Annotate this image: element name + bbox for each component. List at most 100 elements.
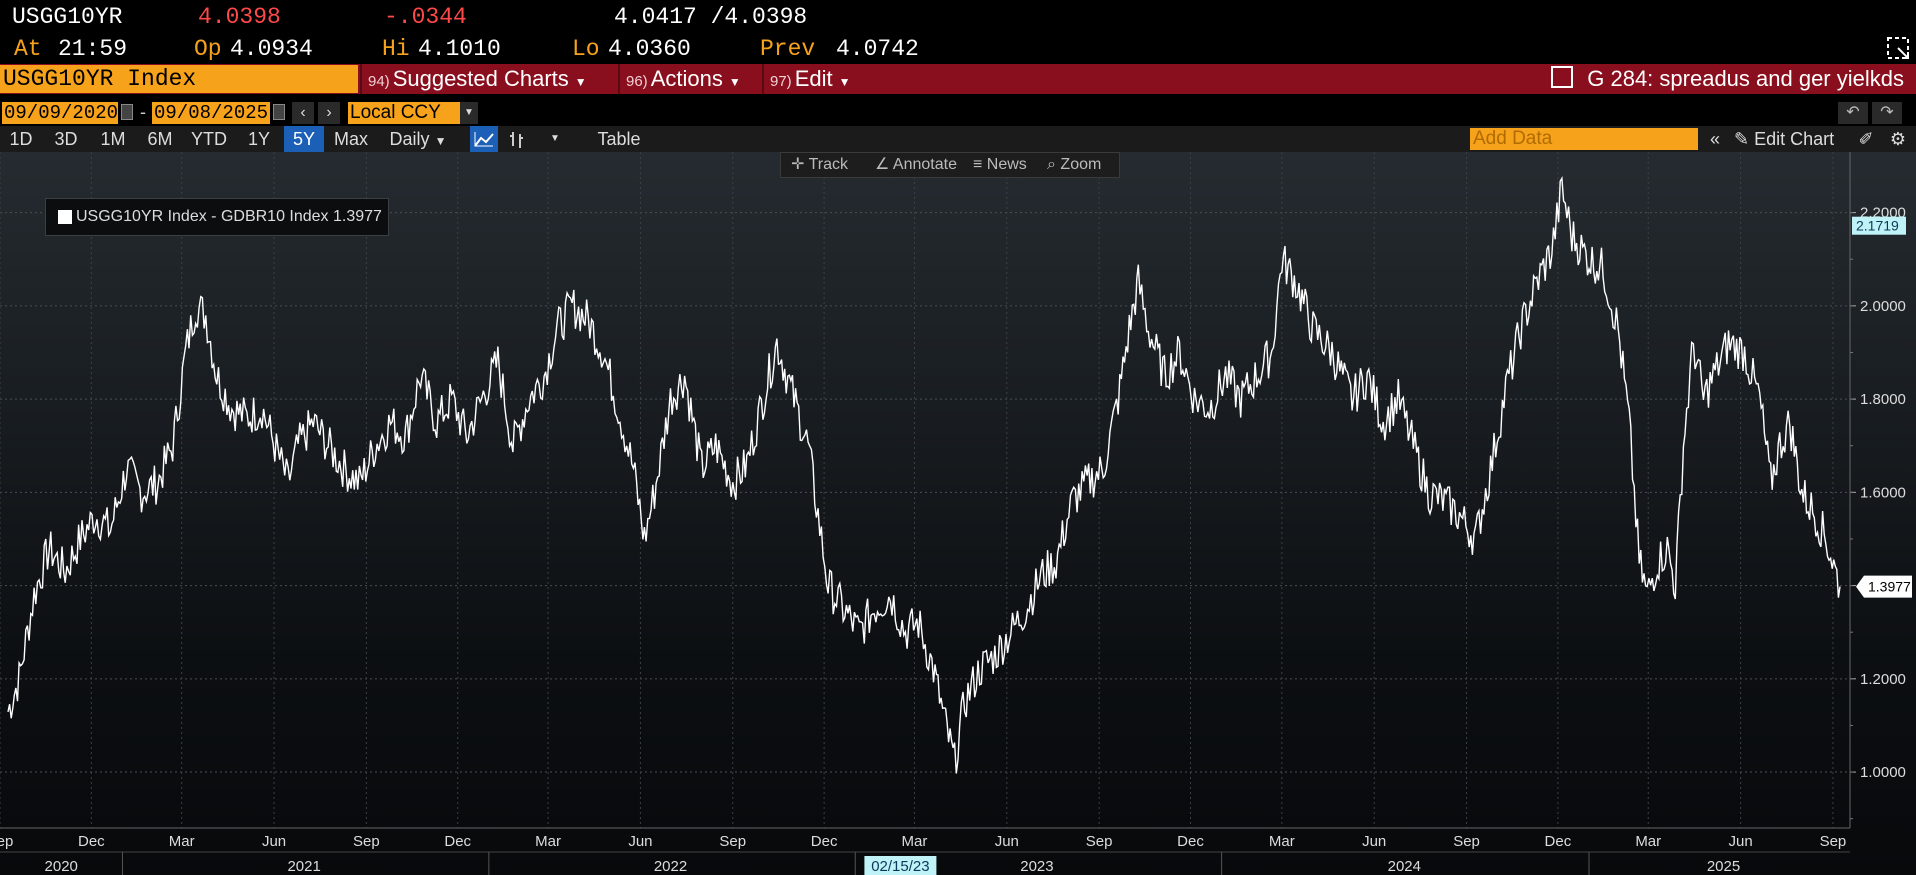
y-tick-label: 1.0000 xyxy=(1860,764,1906,781)
last-price: 4.0398 xyxy=(198,4,281,30)
period-3d[interactable]: 3D xyxy=(54,129,78,149)
caret-down-icon[interactable]: ▼ xyxy=(460,102,478,124)
pencil-icon: ✎ xyxy=(1734,129,1750,149)
menu-label: Edit xyxy=(794,66,833,91)
x-tick-label: Dec xyxy=(811,833,838,850)
period-1m[interactable]: 1M xyxy=(100,129,126,149)
prev-value: 4.0742 xyxy=(836,36,919,62)
actions-menu[interactable]: 96) Actions ▼ xyxy=(618,64,762,94)
period-6m[interactable]: 6M xyxy=(147,129,173,149)
caret-down-icon: ▼ xyxy=(838,75,851,89)
menu-label: Suggested Charts xyxy=(392,66,569,91)
quote-header: USGG10YR 4.0398 -.0344 4.0417 /4.0398 At… xyxy=(0,0,1916,64)
chart-tools-bar: ✛ Track ∠ Annotate ≡ News ⌕ Zoom xyxy=(780,152,1120,178)
x-tick-label: Dec xyxy=(1177,833,1204,850)
x-tick-label: Sep xyxy=(0,833,13,850)
date-range-bar: 09/09/2020 - 09/08/2025 ‹ › Local CCY ▼ … xyxy=(0,100,1916,126)
period-ytd[interactable]: YTD xyxy=(191,129,227,149)
line-chart-icon[interactable] xyxy=(470,126,498,152)
menu-label: Actions xyxy=(650,66,723,91)
calendar-icon[interactable] xyxy=(121,104,133,120)
graph-title-text: G 284: spreadus and ger yielkds xyxy=(1587,66,1904,91)
y-tick-label: 1.6000 xyxy=(1860,484,1906,501)
add-data-input[interactable]: Add Data xyxy=(1470,128,1698,150)
low-value: 4.0360 xyxy=(608,36,691,62)
currency-select[interactable]: Local CCY xyxy=(348,102,460,124)
crosshair-date-label: 02/15/23 xyxy=(871,858,929,875)
calendar-icon[interactable] xyxy=(273,104,285,120)
caret-down-icon: ▼ xyxy=(434,134,447,148)
x-tick-label: Sep xyxy=(1820,833,1847,850)
period-max[interactable]: Max xyxy=(333,129,368,149)
chevron-right-icon[interactable]: › xyxy=(318,102,340,124)
at-label: At xyxy=(14,36,42,62)
edit-settings-icon[interactable]: ✐ xyxy=(1858,129,1874,149)
last-value-label: 1.3977 xyxy=(1868,579,1911,595)
menu-number: 97) xyxy=(770,73,792,90)
year-label: 2021 xyxy=(287,858,320,875)
caret-down-icon[interactable]: ▼ xyxy=(550,133,560,144)
year-label: 2020 xyxy=(45,858,78,875)
open-value: 4.0934 xyxy=(230,36,313,62)
date-separator: - xyxy=(140,102,146,122)
high-value: 4.1010 xyxy=(418,36,501,62)
news-tool[interactable]: ≡ News xyxy=(973,153,1027,177)
period-1d[interactable]: 1D xyxy=(9,129,33,149)
frequency-select[interactable]: Daily ▼ xyxy=(378,126,458,152)
period-5y[interactable]: 5Y xyxy=(284,126,324,152)
zoom-tool[interactable]: ⌕ Zoom xyxy=(1047,153,1101,177)
x-tick-label: Dec xyxy=(444,833,471,850)
series-line xyxy=(7,176,1841,774)
security-field[interactable]: USGG10YR Index xyxy=(0,65,358,93)
start-date-field[interactable]: 09/09/2020 xyxy=(2,102,119,124)
caret-down-icon: ▼ xyxy=(574,75,587,89)
edit-menu[interactable]: 97) Edit ▼ xyxy=(762,64,870,94)
year-label: 2024 xyxy=(1388,858,1421,875)
annotate-label: Annotate xyxy=(892,156,957,173)
chart-area[interactable]: 1.00001.20001.40001.60001.80002.00002.20… xyxy=(0,152,1916,875)
undo-icon[interactable]: ↶ xyxy=(1838,102,1868,124)
year-label: 2025 xyxy=(1707,858,1740,875)
x-tick-label: Mar xyxy=(1635,833,1661,850)
command-bar: USGG10YR Index 94) Suggested Charts ▼ 96) A… xyxy=(0,64,1916,94)
low-label: Lo xyxy=(572,36,600,62)
suggested-charts-menu[interactable]: 94) Suggested Charts ▼ xyxy=(360,64,618,94)
legend-label: USGG10YR Index - GDBR10 Index 1.3977 xyxy=(76,208,382,225)
x-tick-label: Sep xyxy=(1453,833,1480,850)
period-1y[interactable]: 1Y xyxy=(247,129,271,149)
ticker-symbol: USGG10YR xyxy=(12,4,123,30)
high-marker-label: 2.1719 xyxy=(1856,218,1899,234)
crosshair-date-box xyxy=(864,856,937,875)
x-tick-label: Mar xyxy=(169,833,195,850)
bid-ask: 4.0417 /4.0398 xyxy=(614,4,808,30)
news-label: News xyxy=(986,156,1027,173)
high-label: Hi xyxy=(382,36,410,62)
at-value: 21:59 xyxy=(58,36,128,62)
line-chart[interactable]: 1.00001.20001.40001.60001.80002.00002.20… xyxy=(0,152,1916,875)
graph-title[interactable]: G 284: spreadus and ger yielkds xyxy=(1551,64,1904,94)
crosshair-icon: ✛ xyxy=(791,156,805,173)
chart-toolbar: 1D 3D 1M 6M YTD 1Y 5Y Max Daily ▼ ▼ Tabl… xyxy=(0,126,1916,152)
legend-swatch xyxy=(58,210,72,224)
edit-chart-button[interactable]: ✎ Edit Chart xyxy=(1734,126,1842,152)
year-label: 2022 xyxy=(654,858,687,875)
x-tick-label: Mar xyxy=(1269,833,1295,850)
chevron-left-icon[interactable]: ‹ xyxy=(292,102,314,124)
chart-legend[interactable]: USGG10YR Index - GDBR10 Index 1.3977 xyxy=(45,198,389,236)
open-label: Op xyxy=(194,36,222,62)
x-tick-label: Jun xyxy=(628,833,652,850)
expand-window-icon[interactable] xyxy=(1886,36,1912,62)
annotate-tool[interactable]: ∠ Annotate xyxy=(875,153,957,177)
double-chevron-left-icon[interactable]: « xyxy=(1709,129,1720,149)
external-link-icon xyxy=(1551,66,1574,88)
last-value-marker xyxy=(1856,575,1912,598)
table-button[interactable]: Table xyxy=(597,129,641,149)
end-date-field[interactable]: 09/08/2025 xyxy=(152,102,270,124)
track-tool[interactable]: ✛ Track xyxy=(791,153,848,177)
zoom-label: Zoom xyxy=(1060,156,1102,173)
x-tick-label: Sep xyxy=(719,833,746,850)
redo-icon[interactable]: ↷ xyxy=(1872,102,1902,124)
gear-icon[interactable]: ⚙ xyxy=(1889,129,1907,149)
bar-chart-icon[interactable] xyxy=(504,126,530,152)
y-tick-label: 1.2000 xyxy=(1860,671,1906,688)
